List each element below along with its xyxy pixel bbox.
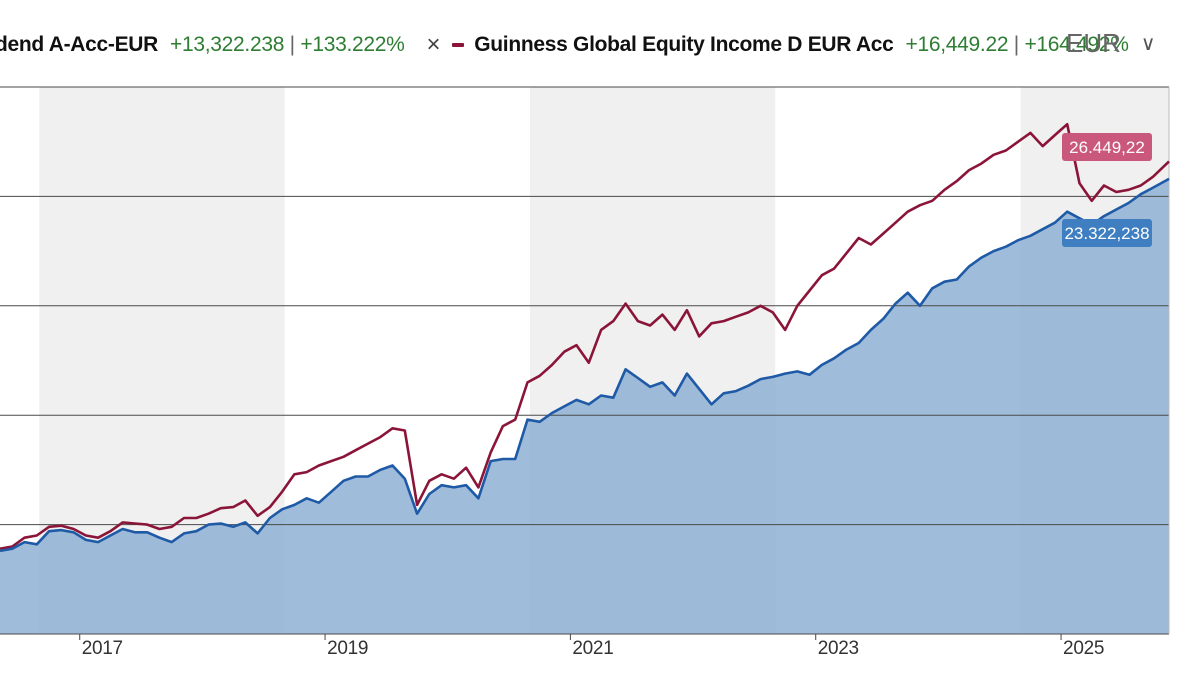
currency-selector[interactable]: EUR ∨ <box>1066 26 1156 60</box>
series-b-stats: +16,449.22 | +164.492% <box>906 33 1129 57</box>
series_b-end-badge <box>1062 133 1152 161</box>
chart-legend: dend A-Acc-EUR +13,322.238 | +133.222% ×… <box>0 28 1129 62</box>
series-a-change: +13,322.238 <box>170 33 285 56</box>
series-a-pct: +133.222% <box>300 33 405 56</box>
chevron-down-icon: ∨ <box>1140 32 1156 55</box>
x-tick-label-2021: 2021 <box>572 638 613 659</box>
x-tick-label-2023: 2023 <box>818 638 859 659</box>
series_a-line <box>0 177 1170 553</box>
series_a-end-badge <box>1062 219 1152 247</box>
series-b-pct: +164.492% <box>1024 33 1129 56</box>
series_b-line <box>0 122 1170 550</box>
x-tick-label-2025: 2025 <box>1063 638 1104 659</box>
series-a-stats: +13,322.238 | +133.222% <box>170 33 405 57</box>
series-a-name[interactable]: dend A-Acc-EUR <box>0 33 159 56</box>
series-b-change: +16,449.22 <box>905 33 1009 56</box>
series-a-separator: | <box>289 33 295 56</box>
series-b-separator: | <box>1013 33 1019 56</box>
series_b-end-value: 26.449,22 <box>1069 138 1145 157</box>
series-a-area <box>0 178 1169 634</box>
series-b-name[interactable]: Guinness Global Equity Income D EUR Acc <box>474 33 894 56</box>
x-tick-label-2019: 2019 <box>327 638 368 659</box>
currency-value: EUR <box>1066 27 1121 58</box>
x-tick-label-2017: 2017 <box>82 638 123 659</box>
remove-series-close-icon[interactable]: × <box>426 31 441 58</box>
series_a-end-value: 23.322,238 <box>1064 224 1149 243</box>
series-b-swatch <box>452 43 465 47</box>
